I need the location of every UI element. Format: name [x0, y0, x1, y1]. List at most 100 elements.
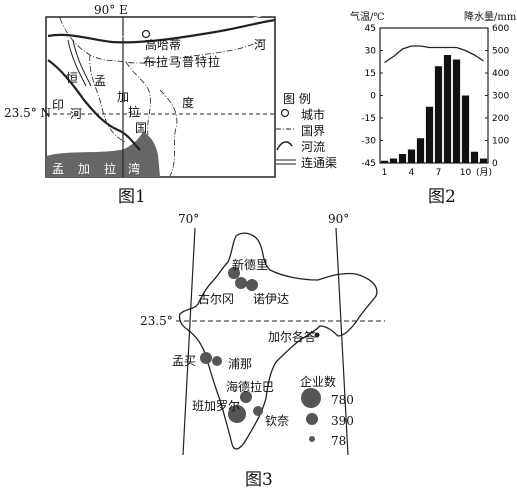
legend-bubble-390 — [306, 413, 318, 425]
legend-title: 图 例 — [283, 92, 311, 106]
left-tick-label: -45 — [361, 159, 376, 169]
region-yin: 印 — [52, 98, 65, 112]
dot-kolkata — [314, 332, 320, 338]
legend-780: 780 — [331, 393, 354, 407]
region-du: 度 — [182, 96, 195, 110]
precip-bar — [425, 106, 434, 163]
region-guo: 国 — [135, 121, 148, 135]
ganges-label-2: 河 — [70, 107, 83, 121]
x-axis-label: (月) — [476, 167, 492, 178]
bay-label-3: 拉 — [104, 162, 117, 176]
left-tick-label: -30 — [361, 137, 376, 147]
right-tick-label: 200 — [492, 114, 509, 124]
legend-city: 城市 — [301, 108, 326, 122]
precip-bar — [470, 151, 479, 163]
right-tick-label: 300 — [492, 92, 509, 102]
fig3-caption: 图3 — [245, 470, 273, 490]
legend-city-symbol — [280, 108, 290, 118]
legend-title-fig3: 企业数 — [300, 375, 337, 389]
left-tick-label: 0 — [370, 92, 376, 102]
fig3-lon-90: 90° — [328, 212, 350, 226]
precip-bar — [389, 158, 398, 163]
x-tick-label: 10 — [460, 168, 472, 178]
left-tick-label: 30 — [365, 47, 377, 57]
precip-bar — [452, 59, 461, 163]
bay-label-4: 湾 — [128, 162, 141, 176]
border-west — [89, 54, 126, 143]
city-label: 高哈蒂 — [145, 38, 182, 52]
right-tick-label: 600 — [492, 24, 509, 34]
fig1-caption: 图1 — [118, 187, 146, 207]
brahmaputra-river — [47, 18, 276, 44]
bubble-newdelhi-b — [235, 277, 247, 289]
city-newdelhi: 新德里 — [232, 258, 269, 272]
bay-area — [46, 132, 160, 177]
region-la: 拉 — [128, 105, 141, 119]
legend-bubble-78 — [309, 436, 315, 442]
border-east — [125, 61, 151, 136]
ganges-label-1: 恒 — [66, 71, 79, 85]
border-east2 — [159, 89, 178, 177]
city-bangalore: 班加罗尔 — [192, 399, 241, 413]
river-label-he: 河 — [254, 38, 267, 52]
x-tick-label: 1 — [382, 168, 388, 178]
bubble-newdelhi-a — [228, 267, 240, 279]
precip-bar — [479, 158, 488, 163]
fig2-caption: 图2 — [428, 187, 456, 207]
legend-border: 国界 — [301, 124, 326, 138]
canal-a — [67, 39, 87, 87]
bay-label-2: 加 — [78, 162, 91, 176]
right-tick-label: 100 — [492, 137, 509, 147]
precip-bar — [380, 160, 389, 163]
city-gurgaon: 古尔冈 — [198, 292, 235, 306]
fig1-lon-label: 90° E — [94, 3, 128, 17]
canal-b — [72, 39, 92, 87]
bubble-mumbai — [200, 352, 212, 364]
precip-bar — [407, 149, 416, 163]
right-tick-label: 500 — [492, 47, 509, 57]
bubble-bangalore — [228, 405, 246, 423]
meridian-90-fig3 — [335, 227, 349, 456]
legend-river-symbol — [276, 141, 293, 151]
left-tick-label: 15 — [365, 69, 376, 79]
city-kolkata: 加尔各答 — [268, 330, 317, 344]
temperature-line — [384, 45, 484, 64]
bubble-pune — [212, 356, 222, 366]
fig1-lat-label: 23.5° N — [4, 106, 52, 120]
legend-river: 河流 — [301, 140, 326, 154]
river-highlight — [47, 13, 271, 37]
river-label: 布拉马普特拉 — [143, 55, 222, 69]
legend-390: 390 — [331, 414, 354, 428]
city-marker — [141, 29, 151, 39]
region-jia: 加 — [117, 90, 130, 104]
bubble-noida — [246, 279, 258, 291]
city-noida: 诺伊达 — [253, 292, 290, 306]
precip-bar — [416, 138, 425, 163]
bubble-chennai — [253, 406, 263, 416]
meridian-70 — [182, 227, 196, 456]
bubble-hyderabad — [240, 391, 252, 403]
legend-canal: 连通渠 — [301, 156, 338, 170]
india-outline — [178, 232, 378, 450]
legend-bubble-780 — [301, 388, 321, 408]
map-frame — [45, 16, 276, 178]
x-tick-label: 4 — [409, 168, 415, 178]
legend-78: 78 — [331, 434, 347, 448]
city-mumbai: 孟买 — [172, 354, 197, 368]
precip-bar — [443, 55, 452, 163]
fig3-lon-70: 70° — [178, 212, 200, 226]
right-tick-label: 400 — [492, 69, 509, 79]
city-hyderabad: 海德拉巴 — [226, 380, 275, 394]
precip-bar — [398, 154, 407, 163]
city-chennai: 钦奈 — [265, 414, 290, 428]
precip-bar — [434, 66, 443, 163]
right-tick-label: 0 — [492, 159, 498, 169]
x-tick-label: 7 — [436, 168, 442, 178]
left-tick-label: -15 — [361, 114, 376, 124]
left-axis-title: 气温/℃ — [350, 12, 385, 23]
right-axis-title: 降水量/mm — [464, 12, 517, 23]
